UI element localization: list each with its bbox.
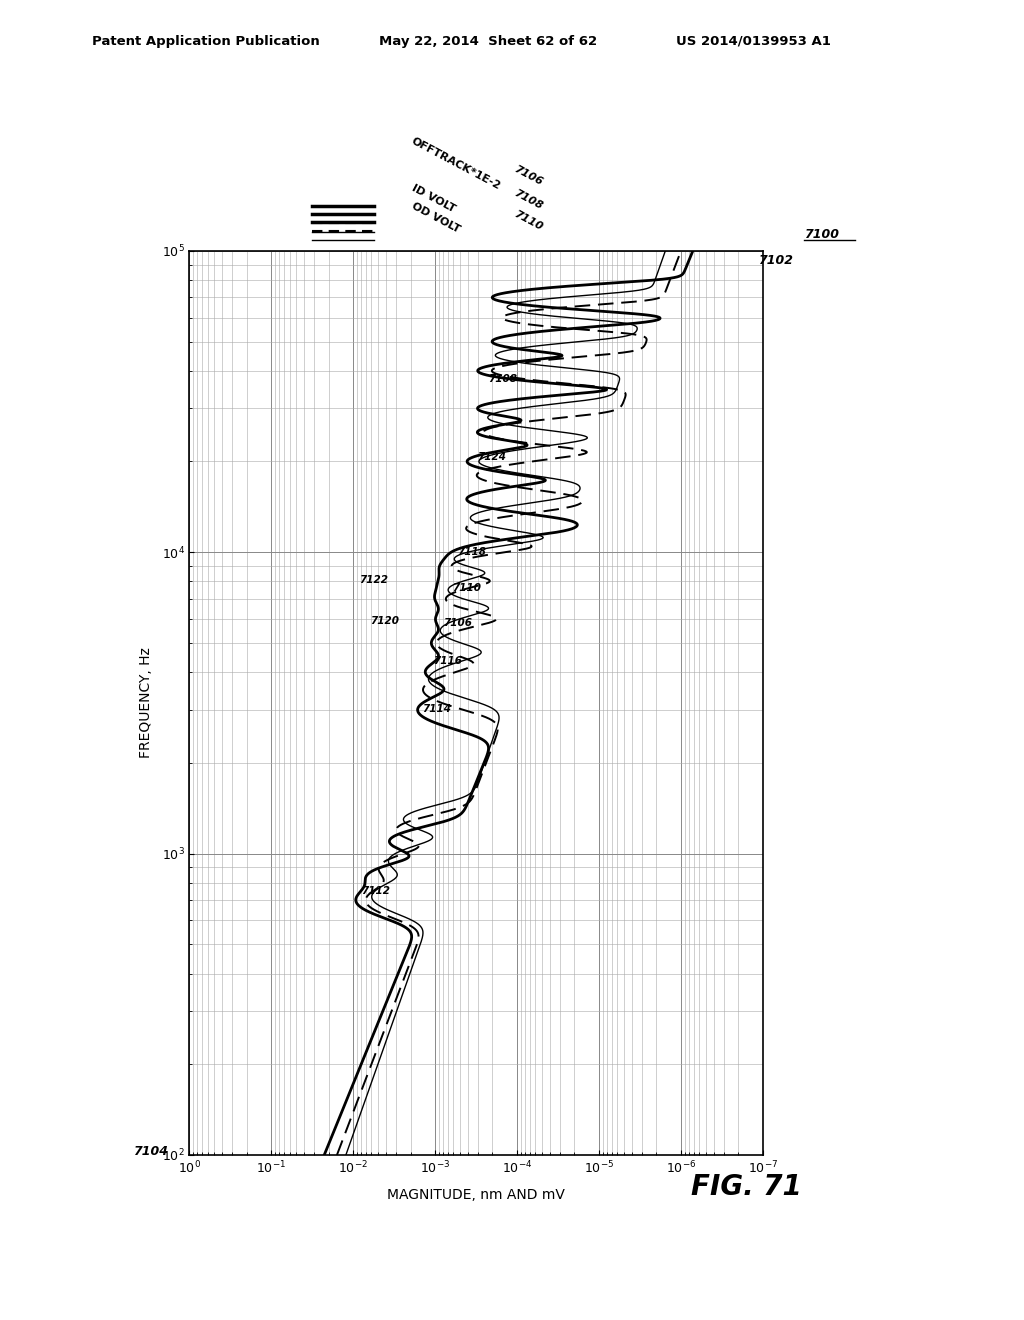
- Text: US 2014/0139953 A1: US 2014/0139953 A1: [676, 34, 830, 48]
- Text: Patent Application Publication: Patent Application Publication: [92, 34, 319, 48]
- Text: 7122: 7122: [358, 576, 388, 585]
- Text: 7116: 7116: [433, 656, 462, 665]
- Text: OFFTRACK*1E-2: OFFTRACK*1E-2: [410, 136, 502, 191]
- Text: 7120: 7120: [371, 615, 399, 626]
- Text: 7106: 7106: [443, 618, 472, 628]
- Y-axis label: FREQUENCY, Hz: FREQUENCY, Hz: [139, 648, 154, 758]
- Text: 7110: 7110: [452, 583, 481, 593]
- Text: 7100: 7100: [804, 227, 839, 240]
- Text: 7114: 7114: [423, 705, 452, 714]
- Text: FIG. 71: FIG. 71: [691, 1172, 802, 1201]
- Text: 7108: 7108: [488, 374, 518, 384]
- Text: 7110: 7110: [512, 209, 544, 232]
- Text: May 22, 2014  Sheet 62 of 62: May 22, 2014 Sheet 62 of 62: [379, 34, 597, 48]
- Text: 7124: 7124: [477, 453, 506, 462]
- X-axis label: MAGNITUDE, nm AND mV: MAGNITUDE, nm AND mV: [387, 1188, 565, 1201]
- Text: 7118: 7118: [458, 546, 486, 557]
- Text: 7112: 7112: [361, 886, 390, 896]
- Text: 7104: 7104: [133, 1144, 168, 1158]
- Text: ID VOLT: ID VOLT: [410, 182, 457, 214]
- Text: 7108: 7108: [512, 187, 544, 211]
- Text: OD VOLT: OD VOLT: [410, 201, 461, 235]
- Text: 7106: 7106: [512, 164, 544, 187]
- Text: 7102: 7102: [758, 253, 793, 267]
